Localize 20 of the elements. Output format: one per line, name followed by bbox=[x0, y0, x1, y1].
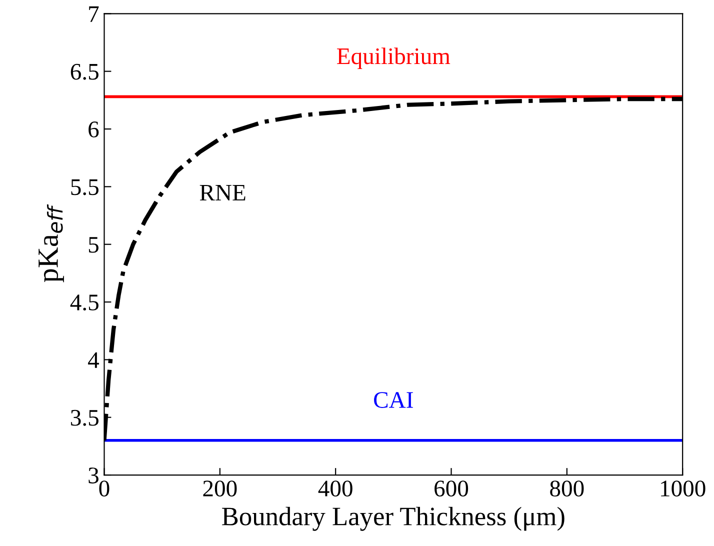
y-tick-label: 3 bbox=[88, 468, 98, 484]
series-label: RNE bbox=[200, 184, 246, 200]
x-tick-label: 800 bbox=[550, 480, 584, 496]
y-tick-label: 5 bbox=[88, 237, 98, 253]
x-tick-label: 400 bbox=[318, 480, 352, 496]
x-tick-label: 0 bbox=[99, 480, 110, 496]
x-tick-label: 600 bbox=[434, 480, 468, 496]
y-tick-label: 7 bbox=[89, 6, 99, 22]
x-tick-label: 1000 bbox=[661, 480, 706, 496]
y-tick-label: 6.5 bbox=[70, 64, 98, 80]
ref-line-label: Equilibrium bbox=[337, 48, 450, 70]
y-tick-label: 3.5 bbox=[71, 410, 98, 426]
y-axis-title: pKa$_{eff}$ bbox=[38, 204, 64, 282]
y-tick-label: 5.5 bbox=[71, 179, 98, 196]
x-axis-title: Boundary Layer Thickness (μm) bbox=[222, 506, 564, 531]
x-tick-label: 200 bbox=[203, 480, 237, 496]
y-tick-label: 4 bbox=[88, 352, 100, 368]
y-tick-label: 4.5 bbox=[70, 294, 98, 311]
ref-line-label: CAI bbox=[374, 392, 413, 408]
y-tick-label: 6 bbox=[88, 122, 99, 138]
